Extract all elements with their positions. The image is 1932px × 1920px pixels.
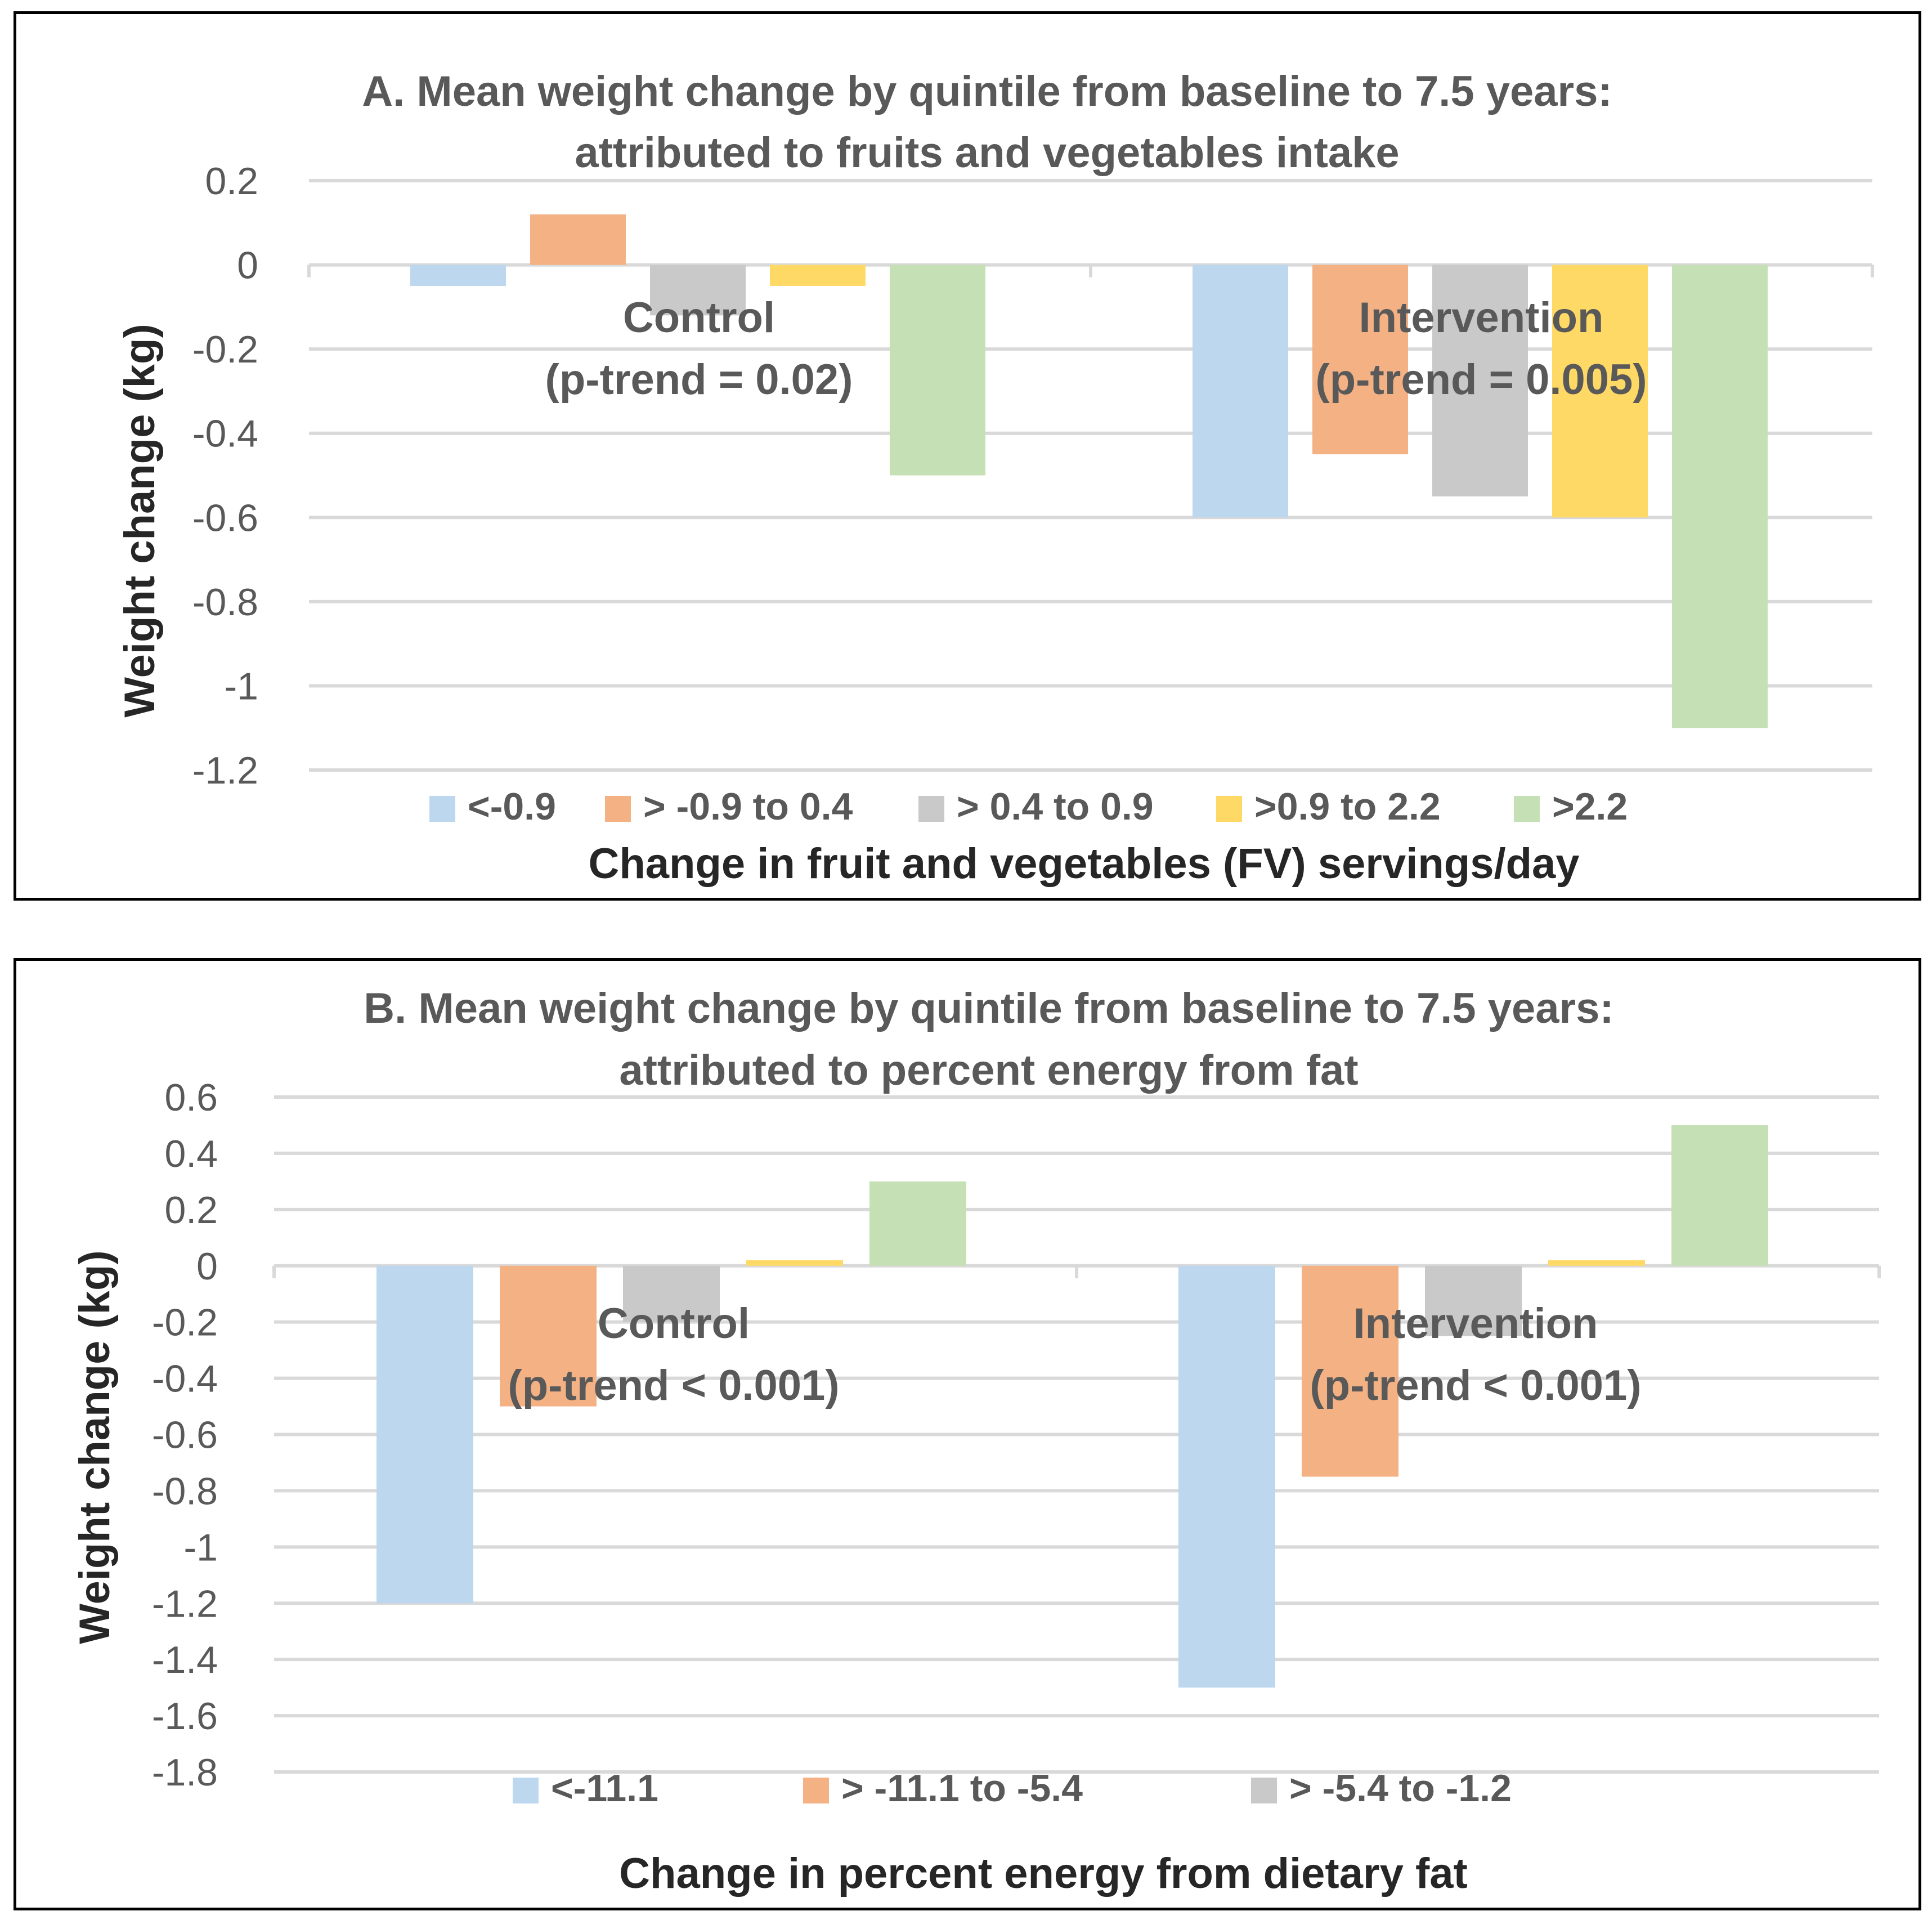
chart-b-x-axis-title: Change in percent energy from dietary fa… (619, 1850, 1468, 1897)
annotation-control-line-1: Control (598, 1300, 750, 1348)
panel-b-dietary-fat: B. Mean weight change by quintile from b… (14, 958, 1921, 1910)
y-tick-label: -0.8 (152, 1470, 218, 1512)
y-tick-label: -0.4 (152, 1358, 218, 1400)
bar-intervention-series-1 (1193, 265, 1288, 518)
annotation-intervention-line-1: Intervention (1353, 1300, 1598, 1348)
y-tick-label: -0.6 (152, 1414, 218, 1457)
legend-label: > 0.4 to 0.9 (957, 785, 1154, 828)
bar-control-series-3 (623, 1265, 720, 1322)
y-tick-label: -1.2 (192, 749, 258, 792)
y-tick-label: -0.2 (152, 1301, 218, 1344)
bar-control-series-1 (410, 265, 506, 286)
chart-a-svg: A. Mean weight change by quintile from b… (116, 68, 1874, 888)
bar-control-series-2 (530, 214, 626, 265)
bar-intervention-series-4 (1552, 265, 1648, 518)
chart-b-title-line-2: attributed to percent energy from fat (619, 1046, 1358, 1094)
legend-swatch (429, 796, 455, 822)
y-tick-label: -1.6 (152, 1695, 218, 1738)
annotation-control-line-2: (p-trend < 0.001) (508, 1362, 839, 1409)
bar-control-series-4 (770, 265, 866, 286)
legend-swatch (1216, 796, 1242, 822)
y-tick-label: 0.4 (164, 1133, 218, 1175)
legend-swatch (803, 1778, 829, 1803)
annotation-intervention-line-2: (p-trend < 0.001) (1310, 1362, 1641, 1409)
bar-control-series-3 (650, 265, 746, 316)
chart-a-title-line-1: A. Mean weight change by quintile from b… (362, 68, 1612, 115)
y-tick-label: -1.8 (152, 1751, 218, 1794)
chart-b-title-line-1: B. Mean weight change by quintile from b… (364, 984, 1613, 1032)
y-tick-label: 0 (237, 244, 258, 287)
legend-swatch (1514, 796, 1540, 822)
panel-a-fruits-vegetables: A. Mean weight change by quintile from b… (14, 11, 1921, 901)
y-tick-label: -1.4 (152, 1639, 218, 1681)
bar-intervention-series-3 (1432, 265, 1528, 496)
bar-intervention-series-3 (1425, 1265, 1522, 1336)
legend-label: <-0.9 (468, 785, 556, 828)
legend-label: >0.9 to 2.2 (1254, 785, 1441, 828)
chart-b-y-axis-title: Weight change (kg) (71, 1250, 119, 1644)
y-tick-label: -0.8 (192, 581, 258, 624)
legend-swatch (918, 796, 944, 822)
y-tick-label: -1 (184, 1526, 218, 1569)
legend-label: <-11.1 (551, 1767, 658, 1810)
legend-swatch (513, 1778, 539, 1803)
legend-label: > -0.9 to 0.4 (643, 785, 853, 828)
bar-intervention-series-2 (1312, 265, 1408, 455)
annotation-control-line-1: Control (623, 294, 775, 342)
y-tick-label: -0.4 (192, 413, 258, 455)
bar-control-series-5 (869, 1181, 966, 1266)
chart-a-y-axis-title: Weight change (kg) (116, 324, 164, 718)
annotation-control-line-2: (p-trend = 0.02) (545, 356, 853, 404)
y-tick-label: 0.6 (164, 1076, 218, 1119)
y-tick-label: 0 (196, 1245, 218, 1288)
bar-control-series-1 (376, 1265, 473, 1604)
bar-intervention-series-1 (1178, 1265, 1275, 1688)
chart-a-x-axis-title: Change in fruit and vegetables (FV) serv… (588, 840, 1579, 888)
legend-label: >2.2 (1552, 785, 1628, 828)
legend-label: > -5.4 to -1.2 (1289, 1767, 1512, 1810)
annotation-intervention-line-1: Intervention (1359, 294, 1604, 342)
legend-swatch (605, 796, 631, 822)
bar-intervention-series-4 (1548, 1260, 1645, 1266)
bar-intervention-series-5 (1672, 265, 1768, 728)
y-tick-label: -1.2 (152, 1582, 218, 1625)
bar-control-series-4 (746, 1260, 843, 1266)
y-tick-label: -0.6 (192, 496, 258, 539)
bar-intervention-series-5 (1671, 1125, 1768, 1266)
bar-intervention-series-2 (1302, 1265, 1398, 1477)
chart-b-svg: B. Mean weight change by quintile from b… (71, 984, 1881, 1897)
legend-swatch (1251, 1778, 1277, 1803)
annotation-intervention-line-2: (p-trend = 0.005) (1315, 356, 1647, 404)
bar-control-series-2 (500, 1265, 597, 1407)
y-tick-label: 0.2 (205, 160, 258, 203)
y-tick-label: 0.2 (164, 1189, 218, 1232)
legend-label: > -11.1 to -5.4 (841, 1767, 1083, 1810)
bar-control-series-5 (890, 265, 985, 476)
y-tick-label: -1 (225, 665, 258, 708)
chart-a-title-line-2: attributed to fruits and vegetables inta… (575, 129, 1399, 177)
y-tick-label: -0.2 (192, 328, 258, 371)
